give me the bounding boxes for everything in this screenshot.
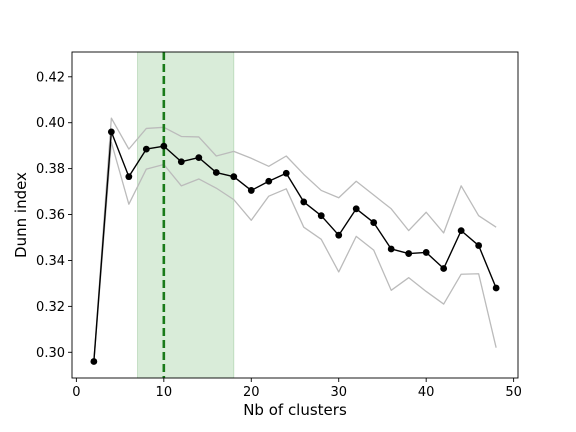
highlight-band-layer <box>137 51 235 379</box>
x-ticks: 0 10 20 30 40 50 <box>72 378 522 400</box>
data-point <box>317 212 325 220</box>
x-axis-label: Nb of clusters <box>243 401 347 419</box>
y-ticks: 0.30 0.32 0.34 0.36 0.38 0.40 0.42 <box>36 70 72 361</box>
x-tick-label: 10 <box>156 385 173 400</box>
data-point <box>352 205 360 213</box>
plot-frame <box>71 51 519 379</box>
y-tick-label: 0.38 <box>36 162 65 177</box>
data-point <box>90 358 98 365</box>
data-point <box>265 177 273 185</box>
highlight-band <box>137 51 235 379</box>
series-line-upper-bound <box>93 117 497 362</box>
data-point <box>457 227 465 235</box>
data-point <box>387 245 395 253</box>
x-tick-label: 40 <box>418 385 435 400</box>
data-point <box>405 250 413 257</box>
x-tick-label: 0 <box>72 385 80 400</box>
data-point <box>195 154 203 162</box>
data-point <box>107 128 115 136</box>
x-tick-label: 30 <box>330 385 347 400</box>
y-tick-label: 0.30 <box>36 346 65 361</box>
data-point <box>142 145 150 153</box>
x-tick-label: 50 <box>505 385 522 400</box>
data-point <box>125 173 133 181</box>
data-point <box>230 173 238 181</box>
data-point <box>335 231 343 239</box>
data-point <box>282 169 290 177</box>
y-tick-label: 0.32 <box>36 300 65 315</box>
data-point <box>422 249 430 256</box>
data-point <box>300 198 308 206</box>
y-tick-label: 0.36 <box>36 208 65 223</box>
data-point <box>212 169 220 176</box>
data-point <box>160 142 168 150</box>
y-tick-label: 0.40 <box>36 116 65 131</box>
series-line-lower-bound <box>93 141 497 362</box>
y-axis-label: Dunn index <box>12 172 30 258</box>
data-point <box>492 284 500 292</box>
data-point <box>247 187 255 194</box>
y-tick-label: 0.42 <box>36 70 65 85</box>
marker-layer <box>90 128 500 365</box>
data-point <box>177 158 185 166</box>
data-point <box>475 242 483 249</box>
y-tick-label: 0.34 <box>36 254 65 269</box>
data-point <box>440 265 448 272</box>
x-tick-label: 20 <box>243 385 260 400</box>
data-point <box>370 219 378 226</box>
